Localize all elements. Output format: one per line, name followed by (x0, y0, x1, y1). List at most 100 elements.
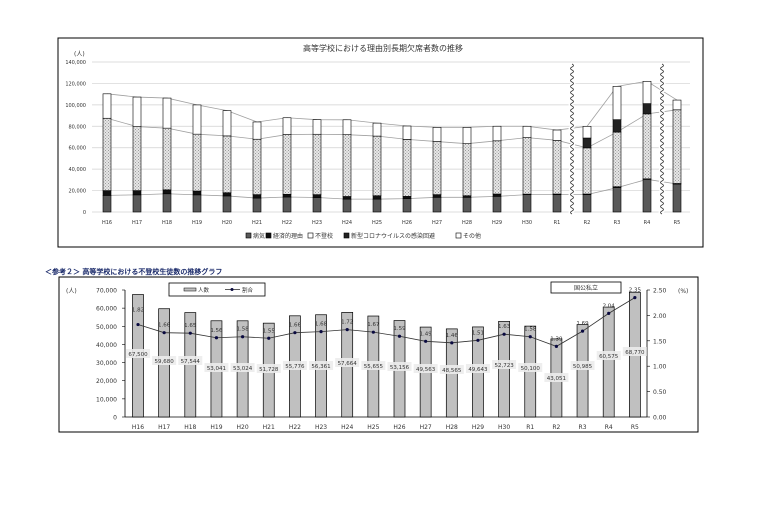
chart2-count-label-bg (413, 364, 438, 373)
chart1-x-tick: H17 (132, 220, 142, 226)
chart1-legend-label: その他 (463, 232, 481, 240)
chart1-legend-label: 新型コロナウイルスの感染回避 (351, 232, 435, 240)
chart2-count-label-bg (204, 363, 229, 372)
chart2-count-label: 49,643 (468, 367, 488, 373)
chart2-rate-label: 1.72 (341, 320, 353, 326)
chart2-legend-line-label: 割合 (242, 286, 254, 294)
chart2-x-tick: H16 (132, 424, 144, 431)
chart1-axis-break (570, 63, 574, 215)
chart1-bar-segment (132, 190, 142, 196)
chart2-scope-box (550, 281, 622, 294)
chart1-x-tick: R5 (674, 220, 681, 226)
chart1-series-connector-4 (106, 80, 678, 131)
chart1-series-connector-2 (106, 109, 678, 149)
chart2-rate-marker (633, 296, 637, 300)
chart2-count-label: 52,723 (494, 363, 514, 369)
chart1-bar-segment (162, 97, 172, 129)
chart2-legend-bar-key (183, 287, 197, 292)
chart1-y-tick: 100,000 (65, 103, 86, 109)
chart1-bar-segment (132, 194, 142, 213)
chart1-x-tick: H27 (432, 220, 442, 226)
chart1-bar-segment (612, 131, 622, 188)
chart1-bar-segment (492, 193, 502, 197)
chart1-bar-segment (372, 195, 382, 200)
chart1-legend-label: 不登校 (315, 232, 333, 240)
chart1-bar-segment (342, 196, 352, 200)
chart2-y-right-tick: 0.00 (653, 415, 667, 422)
chart1-bar-segment (282, 194, 292, 198)
chart2-rate-label: 1.51 (472, 330, 484, 336)
chart2-count-label: 43,051 (547, 376, 566, 382)
chart2-count-label-bg (335, 358, 360, 367)
chart1-bar-segment (552, 194, 562, 213)
chart2-rate-marker (502, 332, 506, 336)
chart2-x-tick: R4 (605, 424, 613, 431)
chart2-count-label-bg (465, 364, 490, 373)
chart1-bar-segment (342, 119, 352, 135)
chart2-rate-label: 1.66 (289, 323, 302, 329)
chart2-count-label: 53,041 (207, 366, 226, 372)
chart1-bar-segment (522, 137, 532, 195)
chart2-rate-marker (424, 339, 428, 343)
chart2-x-tick: H29 (472, 424, 484, 431)
chart1-x-tick: H25 (372, 220, 382, 226)
chart2-y-right-tick: 2.00 (653, 313, 667, 320)
chart1-axis-break (660, 63, 664, 215)
chart1-y-tick: 60,000 (69, 146, 87, 152)
chart1-bar-segment (582, 137, 592, 149)
chart1-bar-segment (132, 96, 142, 127)
chart2-y-tick: 40,000 (96, 342, 117, 349)
chart1-bar-segment (432, 194, 442, 198)
chart2-frame (58, 276, 699, 433)
chart1-x-tick: H29 (492, 220, 502, 226)
chart1-bar-segment (192, 194, 202, 213)
chart2-count-label-bg (492, 360, 517, 369)
chart1-bar-segment (492, 196, 502, 213)
chart2-count-label: 53,156 (390, 365, 410, 371)
chart2-y-tick: 20,000 (96, 378, 117, 385)
chart1-bar-segment (222, 135, 232, 194)
chart1-x-tick: H21 (252, 220, 262, 226)
chart2-y-right-tick: 0.50 (653, 389, 667, 396)
chart1-bar-segment (552, 129, 562, 141)
chart1-bar-segment (282, 134, 292, 195)
chart2-bar (602, 306, 615, 418)
chart1-bar-segment (342, 198, 352, 213)
chart2-count-label-bg (570, 361, 595, 370)
chart1-bar-segment (642, 179, 652, 213)
chart2-rate-label: 1.68 (315, 322, 328, 328)
chart2-rate-label: 1.39 (550, 336, 563, 342)
chart1-bar-segment (192, 190, 202, 196)
chart2-count-label-bg (152, 356, 177, 365)
chart1-y-tick: 0 (83, 210, 86, 216)
chart1-bar-segment (102, 190, 112, 196)
chart2-count-label-bg (282, 361, 307, 370)
chart1-x-tick: H22 (282, 220, 292, 226)
chart2-x-tick: H23 (315, 424, 327, 431)
chart1-bar-segment (552, 140, 562, 195)
chart1-bar-segment (462, 127, 472, 144)
chart2-x-tick: R2 (552, 424, 560, 431)
chart1-x-tick: H19 (192, 220, 202, 226)
chart1-bar-segment (252, 194, 262, 199)
chart1-bar-segment (642, 113, 652, 180)
chart1-x-tick: H30 (522, 220, 532, 226)
chart2-legend-line-marker (230, 288, 234, 291)
chart2-y-right-unit: (%) (678, 288, 688, 295)
chart1-bar-segment (462, 197, 472, 213)
chart2-x-tick: H24 (341, 424, 353, 431)
chart2-count-label: 55,655 (364, 364, 384, 370)
chart2-rate-marker (607, 311, 611, 315)
chart1-bar-segment (342, 134, 352, 197)
chart2-x-tick: R1 (526, 424, 534, 431)
chart1-y-tick: 80,000 (69, 124, 87, 130)
chart1-bar-segment (402, 125, 412, 140)
chart2-count-label-bg (622, 347, 647, 356)
chart1-bar-segment (162, 193, 172, 213)
chart1-bar-segment (222, 110, 232, 137)
chart1-bar-segment (402, 196, 412, 199)
chart2-count-label-bg (126, 349, 150, 358)
chart1-bar-segment (642, 103, 652, 115)
chart1-x-tick: R2 (584, 220, 591, 226)
chart2-rate-label: 1.66 (158, 323, 171, 329)
